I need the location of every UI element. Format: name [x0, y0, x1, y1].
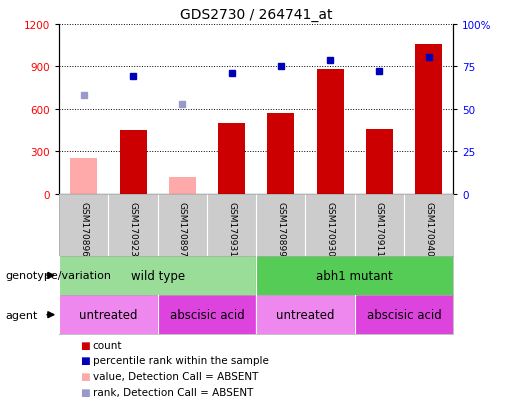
Bar — [119, 131, 147, 194]
Text: percentile rank within the sample: percentile rank within the sample — [93, 356, 269, 366]
Text: untreated: untreated — [276, 309, 335, 321]
Text: wild type: wild type — [131, 269, 185, 282]
Text: count: count — [93, 340, 122, 350]
Bar — [169, 177, 196, 194]
Text: untreated: untreated — [79, 309, 138, 321]
Text: value, Detection Call = ABSENT: value, Detection Call = ABSENT — [93, 371, 258, 381]
Bar — [355, 295, 453, 335]
Text: GSM170940: GSM170940 — [424, 202, 433, 256]
Text: abscisic acid: abscisic acid — [367, 309, 441, 321]
Bar — [366, 129, 393, 194]
Text: ■: ■ — [80, 371, 90, 381]
Bar — [59, 256, 256, 295]
Bar — [158, 295, 256, 335]
Text: ■: ■ — [80, 340, 90, 350]
Text: abh1 mutant: abh1 mutant — [316, 269, 393, 282]
Bar — [59, 295, 158, 335]
Text: GSM170897: GSM170897 — [178, 202, 187, 256]
Text: GSM170930: GSM170930 — [325, 202, 335, 256]
Text: GSM170896: GSM170896 — [79, 202, 89, 256]
Text: abscisic acid: abscisic acid — [169, 309, 244, 321]
Bar — [317, 70, 344, 194]
Bar — [71, 158, 97, 194]
Title: GDS2730 / 264741_at: GDS2730 / 264741_at — [180, 8, 333, 22]
Text: ■: ■ — [80, 387, 90, 397]
Bar — [218, 123, 245, 194]
Text: GSM170931: GSM170931 — [227, 202, 236, 256]
Text: rank, Detection Call = ABSENT: rank, Detection Call = ABSENT — [93, 387, 253, 397]
Text: GSM170899: GSM170899 — [277, 202, 285, 256]
Bar — [256, 256, 453, 295]
Bar — [415, 45, 442, 194]
Text: GSM170923: GSM170923 — [129, 202, 138, 256]
Text: agent: agent — [5, 310, 38, 320]
Bar — [256, 295, 355, 335]
Text: genotype/variation: genotype/variation — [5, 271, 111, 281]
Text: GSM170911: GSM170911 — [375, 202, 384, 256]
Text: ■: ■ — [80, 356, 90, 366]
Bar — [267, 114, 295, 194]
